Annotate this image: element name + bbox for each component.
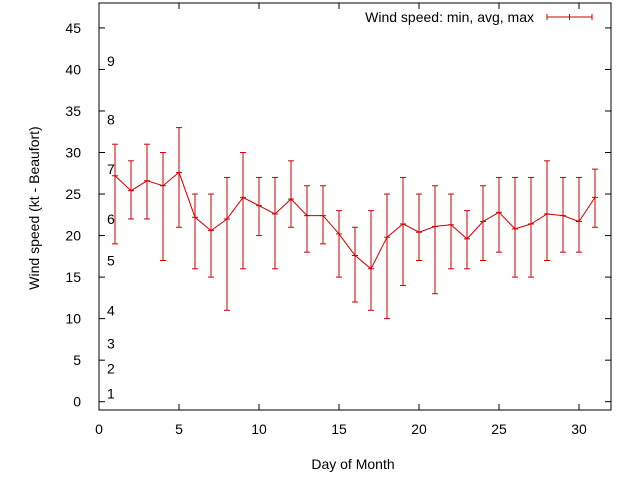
- beaufort-label: 1: [107, 385, 115, 401]
- beaufort-label: 9: [107, 53, 115, 69]
- legend-label: Wind speed: min, avg, max: [365, 9, 534, 25]
- y-tick-label: 5: [73, 352, 81, 368]
- y-tick-label: 45: [65, 20, 81, 36]
- x-tick-label: 20: [411, 421, 427, 437]
- x-tick-label: 15: [331, 421, 347, 437]
- y-tick-label: 0: [73, 394, 81, 410]
- y-tick-label: 10: [65, 311, 81, 327]
- y-tick-label: 40: [65, 61, 81, 77]
- y-tick-label: 15: [65, 269, 81, 285]
- beaufort-label: 6: [107, 211, 115, 227]
- beaufort-label: 2: [107, 360, 115, 376]
- beaufort-label: 4: [107, 302, 115, 318]
- plot-frame: [98, 2, 612, 411]
- y-tick-label: 35: [65, 103, 81, 119]
- x-tick-label: 5: [175, 421, 183, 437]
- beaufort-label: 8: [107, 111, 115, 127]
- x-tick-label: 30: [571, 421, 587, 437]
- y-tick-label: 25: [65, 186, 81, 202]
- x-axis-label: Day of Month: [311, 456, 394, 472]
- y-tick-label: 30: [65, 145, 81, 161]
- beaufort-label: 5: [107, 252, 115, 268]
- y-tick-label: 20: [65, 228, 81, 244]
- legend: Wind speed: min, avg, max: [365, 9, 593, 25]
- beaufort-label: 7: [107, 161, 115, 177]
- x-axis-ticks: 0 5 10 15 20 25 30: [95, 3, 587, 437]
- beaufort-label: 3: [107, 336, 115, 352]
- wind-speed-series: [112, 127, 598, 320]
- beaufort-scale-labels: 1 2 3 4 5 6 7 8 9: [107, 53, 115, 401]
- y-axis-label: Wind speed (kt - Beaufort): [26, 126, 42, 289]
- x-tick-label: 25: [491, 421, 507, 437]
- x-tick-label: 0: [95, 421, 103, 437]
- x-tick-label: 10: [251, 421, 267, 437]
- legend-sample-errorbar: [546, 14, 593, 20]
- plot-border: [98, 2, 612, 411]
